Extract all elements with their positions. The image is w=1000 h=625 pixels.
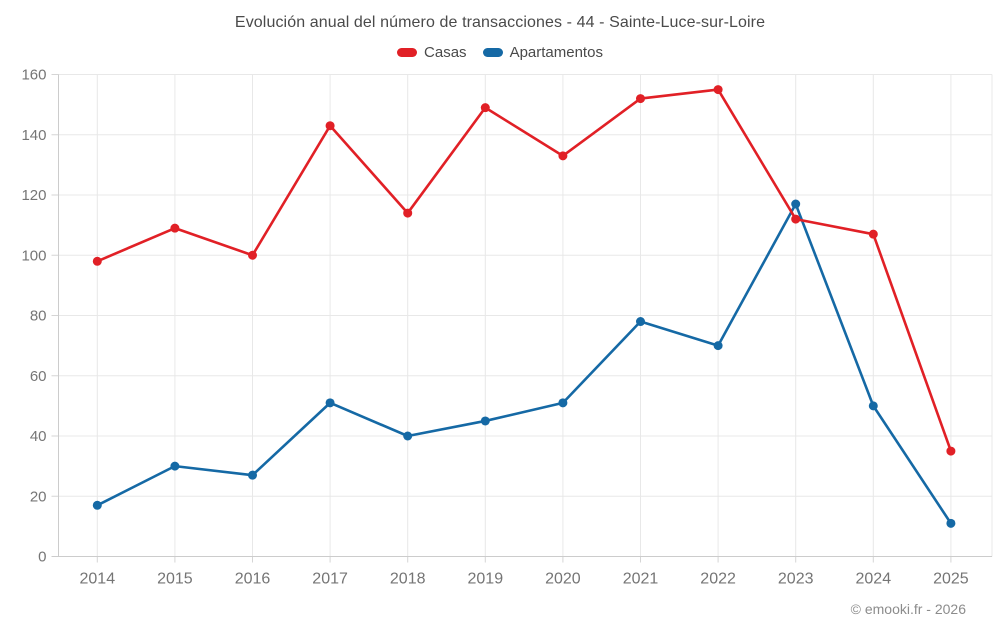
data-point-casas[interactable] [636,94,645,104]
data-point-apartamentos[interactable] [170,461,180,471]
legend-swatch-casas-icon [397,48,418,57]
y-axis-label: 120 [21,187,46,204]
y-axis-label: 20 [30,488,47,505]
data-point-casas[interactable] [170,223,180,233]
data-point-casas[interactable] [403,208,413,218]
legend-item-apartamentos[interactable]: Apartamentos [482,44,603,61]
x-axis-label: 2014 [80,571,116,588]
data-point-apartamentos[interactable] [480,416,490,426]
data-point-casas[interactable] [791,214,801,224]
data-point-casas[interactable] [325,121,335,131]
legend-swatch-apartamentos-icon [482,48,503,57]
x-axis-label: 2024 [856,571,892,588]
data-point-apartamentos[interactable] [791,199,801,209]
y-axis-label: 100 [21,247,46,264]
y-axis-label: 160 [21,67,46,84]
y-axis-label: 140 [21,127,46,144]
data-point-apartamentos[interactable] [636,317,645,327]
data-point-casas[interactable] [248,250,257,260]
chart-legend: Casas Apartamentos [0,44,1000,61]
x-axis-label: 2017 [312,571,348,588]
x-axis-label: 2018 [390,571,426,588]
x-axis-label: 2025 [933,571,969,588]
data-point-casas[interactable] [946,446,956,456]
x-axis-label: 2019 [468,571,504,588]
x-axis-label: 2022 [700,571,736,588]
data-point-casas[interactable] [558,151,568,161]
y-axis-label: 40 [30,428,47,445]
data-point-casas[interactable] [713,85,723,95]
data-point-apartamentos[interactable] [403,431,413,441]
data-point-apartamentos[interactable] [325,398,335,408]
x-axis-label: 2016 [235,571,271,588]
data-point-apartamentos[interactable] [92,500,102,510]
data-point-apartamentos[interactable] [248,470,257,480]
data-point-casas[interactable] [480,103,490,113]
legend-item-casas[interactable]: Casas [397,44,467,61]
series-line-apartamentos [96,202,953,525]
chart-title: Evolución anual del número de transaccio… [234,14,766,31]
y-axis-label: 60 [30,368,47,385]
data-point-casas[interactable] [868,229,878,239]
x-axis-label: 2020 [545,571,581,588]
x-axis-label: 2023 [778,571,814,588]
copyright-text: © emooki.fr - 2026 [850,601,966,617]
data-point-apartamentos[interactable] [946,518,956,528]
legend-label-apartamentos: Apartamentos [509,44,603,61]
data-point-apartamentos[interactable] [713,341,723,351]
data-point-apartamentos[interactable] [558,398,568,408]
data-point-casas[interactable] [92,256,102,266]
x-axis-label: 2015 [157,571,193,588]
x-axis-label: 2021 [623,571,659,588]
y-axis-label: 80 [30,308,47,325]
data-point-apartamentos[interactable] [868,401,878,411]
y-axis-label: 0 [38,549,46,566]
legend-label-casas: Casas [424,44,467,61]
series-line-casas [96,88,953,453]
